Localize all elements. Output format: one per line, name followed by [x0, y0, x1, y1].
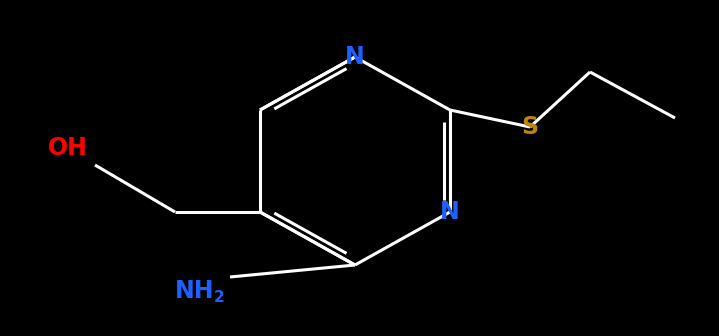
Text: OH: OH — [48, 136, 88, 160]
Text: N: N — [345, 45, 365, 69]
Text: N: N — [440, 200, 460, 224]
Text: S: S — [521, 115, 539, 139]
Text: NH: NH — [175, 279, 215, 303]
Text: 2: 2 — [214, 290, 224, 304]
